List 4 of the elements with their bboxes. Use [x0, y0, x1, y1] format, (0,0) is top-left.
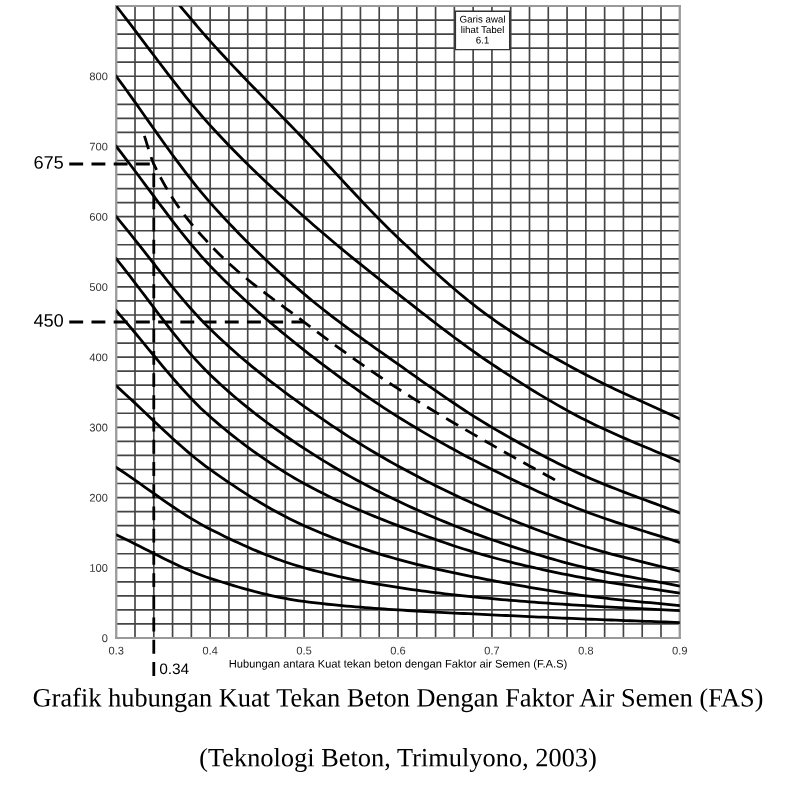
text: (Teknologi Beton, Trimulyono, 2003): [200, 748, 596, 772]
ref-line-label: 675: [34, 156, 63, 169]
text: Grafik hubungan Kuat Tekan Beton Dengan Faktor Air Semen (FAS): [33, 687, 763, 713]
ref-line-label: 450: [33, 314, 63, 327]
